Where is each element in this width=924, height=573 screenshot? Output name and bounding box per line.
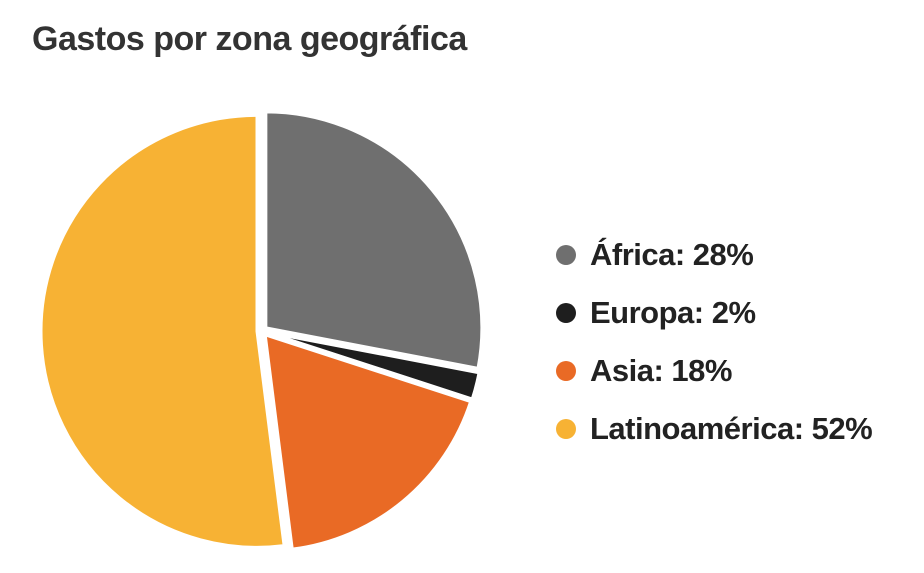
- legend-label-africa: África: 28%: [590, 237, 754, 272]
- legend-label-asia: Asia: 18%: [590, 353, 732, 388]
- legend-item-europa: Europa: 2%: [556, 284, 872, 342]
- legend-item-asia: Asia: 18%: [556, 342, 872, 400]
- legend-swatch-africa: [556, 245, 576, 265]
- legend-label-latinoamerica: Latinoamérica: 52%: [590, 411, 873, 446]
- legend-swatch-europa: [556, 303, 576, 323]
- chart-title: Gastos por zona geográfica: [32, 20, 467, 58]
- legend-swatch-asia: [556, 361, 576, 381]
- legend: África: 28% Europa: 2% Asia: 18% Latinoa…: [556, 226, 873, 458]
- legend-swatch-latinoamerica: [556, 419, 576, 439]
- pie-slice-latinoamerica: [39, 113, 286, 549]
- pie-slice-africa: [264, 110, 484, 371]
- pie-slice-asia: [263, 332, 473, 551]
- legend-item-latinoamerica: Latinoamérica: 52%: [556, 400, 873, 458]
- legend-label-europa: Europa: 2%: [590, 295, 756, 330]
- legend-item-africa: África: 28%: [556, 226, 872, 284]
- pie-slice-europa: [266, 330, 481, 401]
